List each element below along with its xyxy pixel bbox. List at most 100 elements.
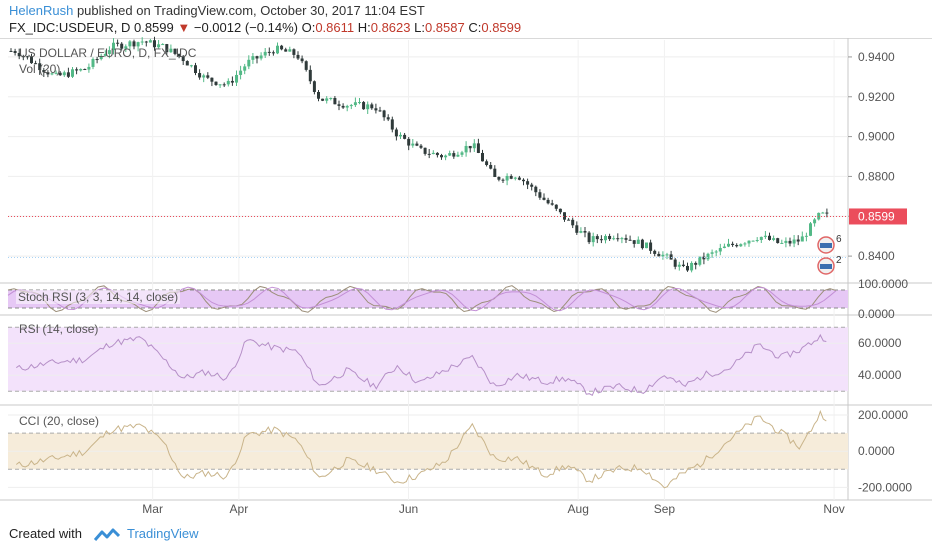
candle-body <box>378 110 382 112</box>
candle-body <box>386 117 390 120</box>
candle-body <box>54 72 58 74</box>
tradingview-logo-icon <box>93 528 120 541</box>
candle-body <box>210 77 214 82</box>
event-count: 6 <box>836 234 842 245</box>
rsi-title: RSI (14, close) <box>19 322 99 336</box>
candle-body <box>91 59 95 67</box>
cci-title: CCI (20, close) <box>19 414 100 428</box>
close-value: 0.8599 <box>481 20 522 35</box>
volume-title: Vol (20) <box>19 62 61 76</box>
candle-body <box>267 51 271 53</box>
candle-body <box>132 41 136 47</box>
candle-body <box>460 152 464 155</box>
candle-body <box>800 236 804 242</box>
footer: Created with TradingView <box>9 526 199 542</box>
candle-body <box>46 72 50 75</box>
candle-body <box>317 91 320 99</box>
candle-body <box>198 73 202 78</box>
high-value: 0.8623 <box>370 20 411 35</box>
candle-body <box>42 70 46 73</box>
candle-body <box>673 259 677 267</box>
cci-tick-label: 0.0000 <box>858 444 895 458</box>
candle-body <box>173 48 177 54</box>
candle-body <box>493 168 497 177</box>
candle-body <box>476 143 480 153</box>
candle-body <box>571 219 575 226</box>
candle-body <box>427 153 431 155</box>
candle-body <box>407 138 411 146</box>
candle-body <box>710 252 714 254</box>
candle-body <box>38 63 42 71</box>
candle-body <box>727 243 730 247</box>
tradingview-link[interactable]: TradingView <box>127 526 199 541</box>
candle-body <box>66 72 70 77</box>
candle-body <box>202 75 206 78</box>
last-value: 0.8599 <box>133 20 174 35</box>
candle-body <box>526 181 530 185</box>
candle-body <box>124 46 128 49</box>
candle-body <box>550 203 554 205</box>
stoch-rsi-title: Stoch RSI (3, 3, 14, 14, close) <box>16 290 181 304</box>
candle-body <box>394 129 398 137</box>
price-pane-title: US DOLLAR / EURO, D, FX_IDC <box>19 46 197 60</box>
candle-body <box>366 104 370 110</box>
candle-body <box>522 179 525 182</box>
candle-body <box>776 238 780 244</box>
candle-body <box>464 145 468 153</box>
candle-body <box>595 236 599 240</box>
author-link[interactable]: HelenRush <box>9 3 74 18</box>
candle-body <box>349 105 353 107</box>
price-tick-label: 0.8400 <box>858 249 895 263</box>
time-tick-label: Mar <box>142 502 163 516</box>
candle-body <box>13 51 17 53</box>
candle-body <box>604 235 607 241</box>
candle-body <box>329 97 333 99</box>
symbol-label: FX_IDC:USDEUR, D <box>9 20 131 35</box>
candle-body <box>661 254 665 257</box>
rsi-line <box>16 333 827 396</box>
candle-body <box>218 84 222 86</box>
candle-body <box>583 231 587 233</box>
candle-body <box>472 143 476 149</box>
candle-body <box>468 145 472 149</box>
candle-body <box>128 41 132 47</box>
candle-body <box>554 204 558 209</box>
candle-body <box>747 240 751 244</box>
candle-body <box>423 147 427 154</box>
created-with-label: Created with <box>9 526 82 541</box>
rsi-tick-label: 60.0000 <box>858 336 902 350</box>
candle-body <box>259 55 263 59</box>
candle-body <box>743 243 747 245</box>
candle-body <box>226 80 230 85</box>
candle-body <box>804 235 808 237</box>
candle-body <box>276 45 279 54</box>
time-tick-label: Aug <box>568 502 589 516</box>
candle-body <box>308 69 312 82</box>
candle-body <box>390 119 394 130</box>
candle-body <box>140 41 144 43</box>
candle-body <box>440 155 443 158</box>
candle-body <box>136 42 140 47</box>
candle-body <box>686 265 689 271</box>
candle-body <box>821 212 825 214</box>
candle-body <box>399 134 402 137</box>
candle-body <box>534 186 538 193</box>
high-label: H: <box>357 20 371 35</box>
candle-body <box>189 65 193 67</box>
candle-body <box>157 44 161 48</box>
candle-body <box>103 53 107 56</box>
candle-body <box>87 66 91 70</box>
candle-body <box>444 155 448 158</box>
candle-body <box>280 45 284 50</box>
time-tick-label: Apr <box>230 502 249 516</box>
candle-body <box>431 152 435 155</box>
candle-body <box>312 81 316 92</box>
candle-body <box>25 56 29 58</box>
candle-body <box>763 235 767 237</box>
stoch-band <box>8 290 848 308</box>
candle-body <box>755 240 759 242</box>
candle-body <box>30 57 33 64</box>
candle-body <box>370 104 374 109</box>
candle-body <box>411 143 415 146</box>
